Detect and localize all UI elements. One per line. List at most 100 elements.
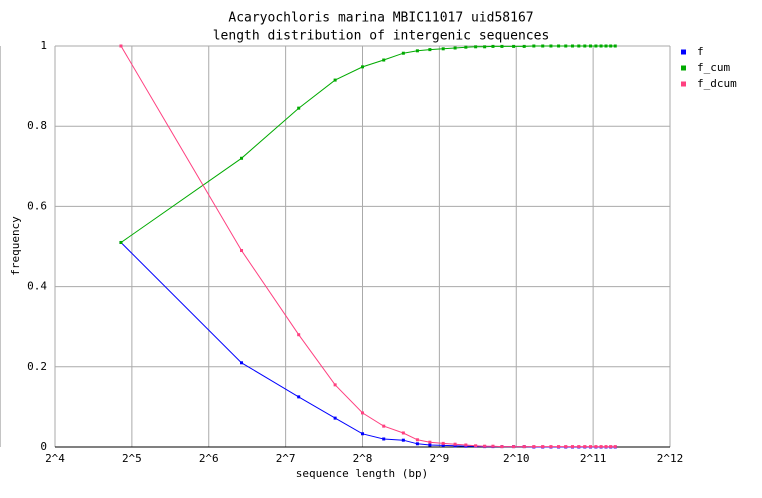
legend-swatch	[681, 49, 686, 55]
x-tick-label: 2^9	[429, 452, 449, 465]
x-axis-label: sequence length (bp)	[296, 467, 428, 480]
point	[428, 440, 432, 444]
x-tick-label: 2^11	[580, 452, 607, 465]
point	[415, 438, 419, 442]
point	[500, 445, 504, 449]
point	[119, 240, 123, 244]
point	[333, 416, 337, 420]
legend-swatch	[681, 81, 686, 87]
point	[522, 44, 526, 48]
x-tick-label: 2^6	[199, 452, 219, 465]
point	[240, 156, 244, 160]
point	[483, 45, 487, 49]
point	[119, 44, 123, 48]
point	[441, 47, 445, 51]
point	[609, 44, 613, 48]
point	[609, 445, 613, 449]
point	[361, 432, 364, 436]
point	[613, 44, 617, 48]
point	[464, 45, 468, 49]
point	[491, 444, 495, 448]
x-tick-label: 2^12	[657, 452, 684, 465]
point	[532, 44, 536, 48]
point	[522, 445, 526, 449]
point	[401, 431, 405, 435]
point	[512, 44, 516, 48]
point	[532, 445, 536, 449]
point	[361, 65, 364, 69]
y-tick-label: 1	[40, 39, 47, 52]
point	[577, 445, 581, 449]
x-tick-label: 2^8	[353, 452, 373, 465]
y-tick-label: 0.4	[27, 280, 47, 293]
point	[453, 46, 457, 50]
point	[415, 49, 419, 53]
point	[415, 442, 419, 446]
point	[500, 44, 504, 48]
point	[474, 444, 478, 448]
point	[382, 58, 386, 62]
point	[564, 445, 568, 449]
point	[483, 444, 487, 448]
point	[541, 445, 545, 449]
point	[297, 333, 301, 337]
point	[577, 44, 581, 48]
point	[599, 445, 603, 449]
y-tick-label: 0.6	[27, 199, 47, 212]
point	[382, 424, 386, 428]
point	[512, 445, 516, 449]
y-tick-label: 0	[40, 440, 47, 453]
x-tick-label: 2^4	[45, 452, 65, 465]
point	[441, 443, 445, 447]
y-tick-label: 0.2	[27, 360, 47, 373]
point	[361, 411, 364, 415]
point	[474, 45, 478, 49]
point	[453, 442, 457, 446]
point	[583, 445, 587, 449]
chart-subtitle: length distribution of intergenic sequen…	[213, 29, 550, 44]
point	[333, 383, 337, 387]
point	[297, 106, 301, 110]
point	[401, 438, 405, 442]
x-tick-label: 2^10	[503, 452, 530, 465]
y-tick-label: 0.8	[27, 119, 47, 132]
point	[557, 445, 561, 449]
point	[240, 361, 244, 365]
point	[382, 437, 386, 441]
point	[613, 445, 617, 449]
y-axis-label: frequency	[9, 216, 22, 276]
point	[428, 443, 432, 447]
point	[549, 44, 553, 48]
point	[564, 44, 568, 48]
legend-label: f	[697, 45, 704, 58]
point	[557, 44, 561, 48]
point	[599, 44, 603, 48]
point	[428, 48, 432, 52]
legend-swatch	[681, 65, 686, 71]
x-tick-label: 2^5	[122, 452, 142, 465]
point	[453, 444, 457, 448]
series-line	[120, 45, 616, 243]
point	[491, 44, 495, 48]
point	[464, 443, 468, 447]
point	[297, 395, 301, 399]
point	[441, 441, 445, 445]
point	[594, 44, 598, 48]
x-tick-label: 2^7	[276, 452, 296, 465]
legend-label: f_cum	[697, 61, 730, 74]
point	[588, 445, 592, 449]
point	[583, 44, 587, 48]
point	[570, 445, 574, 449]
point	[604, 445, 608, 449]
point	[604, 44, 608, 48]
point	[333, 78, 337, 82]
point	[240, 249, 244, 253]
series-line	[120, 45, 616, 448]
point	[588, 44, 592, 48]
point	[401, 51, 405, 55]
point	[549, 445, 553, 449]
point	[541, 44, 545, 48]
point	[594, 445, 598, 449]
